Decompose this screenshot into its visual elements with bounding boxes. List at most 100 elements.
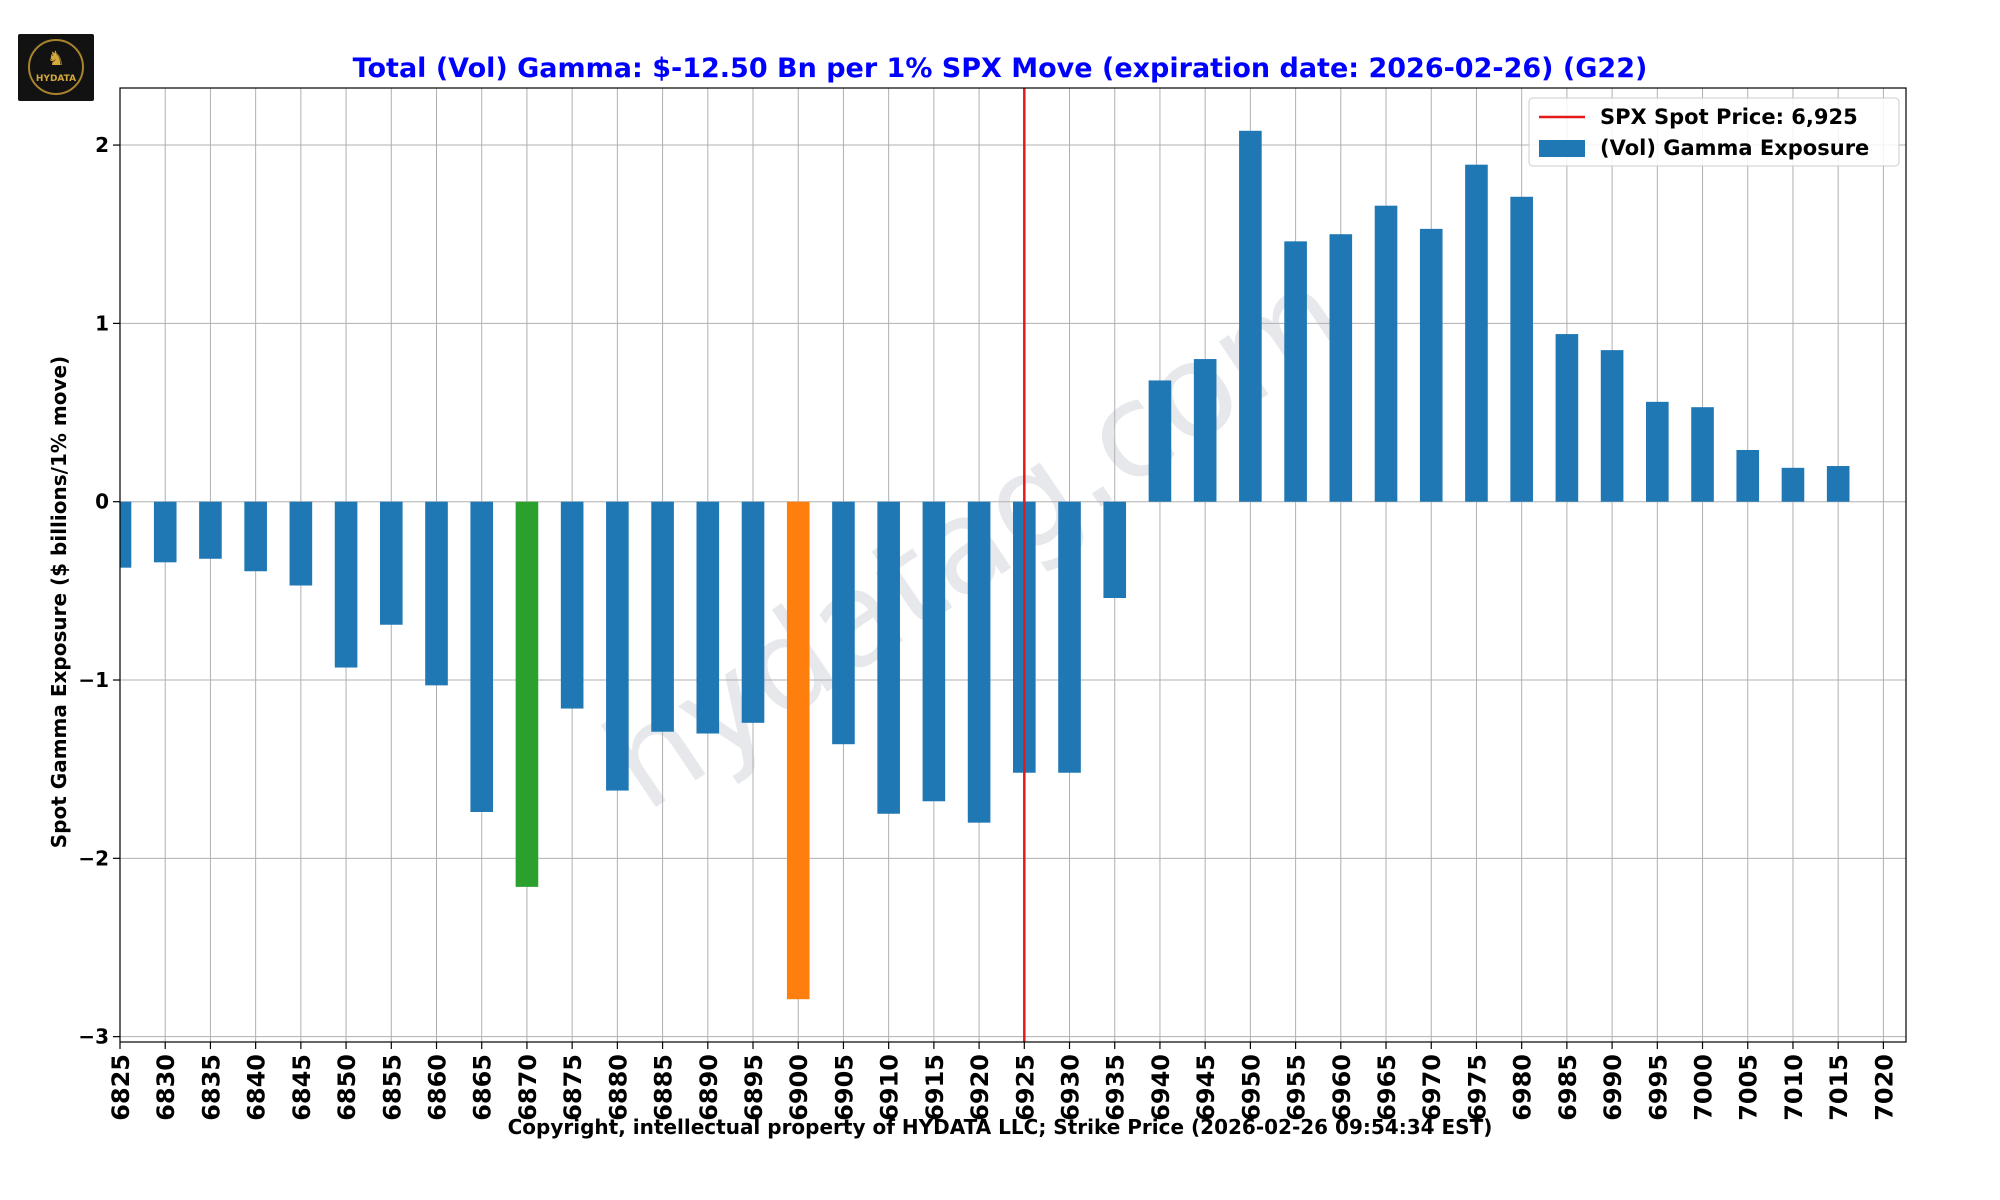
logo-ring: [28, 39, 84, 95]
x-tick-label: 6995: [1644, 1054, 1672, 1121]
x-tick-label: 6940: [1147, 1054, 1175, 1121]
y-tick-label: −3: [78, 1025, 109, 1049]
bar-6890: [696, 501, 720, 734]
x-tick-label: 7015: [1825, 1054, 1853, 1121]
x-tick-label: 6970: [1418, 1054, 1446, 1121]
x-tick-label: 6930: [1057, 1054, 1085, 1121]
x-tick-label: 6955: [1283, 1054, 1311, 1121]
y-tick-label: 0: [95, 490, 109, 514]
x-tick-label: 7010: [1780, 1054, 1808, 1121]
x-tick-label: 6885: [650, 1054, 678, 1121]
bar-6910: [877, 501, 900, 814]
bars: [120, 130, 1850, 1000]
bar-6870: [515, 501, 539, 887]
logo-text: HYDATA: [35, 74, 77, 84]
bar-7010: [1781, 467, 1805, 502]
bar-6920: [967, 501, 991, 823]
legend-label: SPX Spot Price: 6,925: [1600, 105, 1858, 129]
bar-7005: [1736, 449, 1760, 502]
bar-6845: [289, 501, 313, 586]
bar-7015: [1826, 466, 1850, 502]
x-tick-label: 6915: [921, 1054, 949, 1121]
bar-6830: [153, 501, 177, 563]
bar-6895: [741, 501, 765, 723]
bar-6825: [120, 501, 132, 568]
bar-6905: [832, 501, 855, 745]
x-axis-label: Copyright, intellectual property of HYDA…: [508, 1115, 1493, 1139]
x-axis: 6825 6830 6835 6840 6845 6850 6855 6860 6865 6870…: [107, 1042, 1898, 1121]
x-tick-label: 6835: [197, 1054, 225, 1121]
bar-7000: [1691, 407, 1714, 502]
x-tick-label: 6985: [1554, 1054, 1582, 1121]
y-axis-label: Spot Gamma Exposure ($ billions/1% move): [47, 356, 71, 848]
bar-6990: [1600, 350, 1624, 502]
legend-patch-swatch: [1539, 140, 1585, 157]
bar-6850: [334, 501, 358, 668]
y-tick-label: −1: [78, 668, 109, 692]
bar-6965: [1374, 205, 1398, 502]
y-tick-label: −2: [78, 846, 109, 870]
x-tick-label: 6905: [830, 1054, 858, 1121]
legend: SPX Spot Price: 6,925 (Vol) Gamma Exposur…: [1528, 97, 1900, 167]
x-tick-label: 6910: [876, 1054, 904, 1121]
x-tick-label: 6980: [1509, 1054, 1537, 1121]
x-tick-label: 6895: [740, 1054, 768, 1121]
bar-6950: [1239, 130, 1262, 502]
x-tick-label: 7000: [1690, 1054, 1718, 1121]
x-tick-label: 6825: [107, 1054, 135, 1121]
bar-6970: [1419, 228, 1443, 502]
x-tick-label: 6865: [469, 1054, 497, 1121]
x-tick-label: 6860: [424, 1054, 452, 1121]
bar-6860: [425, 501, 448, 686]
bar-6880: [606, 501, 629, 791]
x-tick-label: 6975: [1463, 1054, 1491, 1121]
x-tick-label: 6990: [1599, 1054, 1627, 1121]
x-tick-label: 7005: [1735, 1054, 1763, 1121]
legend-label: (Vol) Gamma Exposure: [1600, 136, 1869, 160]
bar-6900: [786, 501, 810, 1000]
bar-6935: [1103, 501, 1127, 598]
bar-6945: [1193, 359, 1217, 502]
x-tick-label: 6965: [1373, 1054, 1401, 1121]
y-axis: −3 −2 −1 0 1 2: [78, 133, 120, 1049]
x-tick-label: 6840: [243, 1054, 271, 1121]
bar-6875: [560, 501, 584, 709]
bar-6955: [1284, 241, 1307, 502]
bar-6855: [379, 501, 403, 625]
x-tick-label: 6855: [378, 1054, 406, 1121]
bar-6865: [470, 501, 494, 812]
x-tick-label: 6925: [1011, 1054, 1039, 1121]
chart-title: Total (Vol) Gamma: $-12.50 Bn per 1% SPX…: [353, 53, 1648, 84]
x-tick-label: 6950: [1237, 1054, 1265, 1121]
x-tick-label: 6845: [288, 1054, 316, 1121]
bar-6980: [1510, 196, 1533, 502]
bar-6995: [1646, 401, 1669, 502]
bar-6940: [1148, 380, 1172, 502]
x-tick-label: 6830: [152, 1054, 180, 1121]
bar-6840: [244, 501, 267, 572]
hydata-logo: ♞ HYDATA: [18, 34, 94, 101]
x-tick-label: 6920: [966, 1054, 994, 1121]
bar-6960: [1329, 234, 1353, 502]
x-tick-label: 6850: [333, 1054, 361, 1121]
x-tick-label: 6880: [604, 1054, 632, 1121]
x-tick-label: 6945: [1192, 1054, 1220, 1121]
bar-6985: [1555, 334, 1579, 502]
x-tick-label: 6890: [695, 1054, 723, 1121]
y-tick-label: 2: [95, 133, 109, 157]
bar-6885: [651, 501, 674, 732]
y-tick-label: 1: [95, 311, 109, 335]
x-tick-label: 6875: [559, 1054, 587, 1121]
legend-box: [1528, 97, 1900, 167]
bar-6975: [1465, 164, 1488, 502]
bar-6835: [199, 501, 222, 559]
bar-6930: [1058, 501, 1081, 773]
x-tick-label: 6935: [1102, 1054, 1130, 1121]
x-tick-label: 6870: [514, 1054, 542, 1121]
plot-frame: [119, 87, 1907, 1043]
x-tick-label: 7020: [1870, 1054, 1898, 1121]
hydata-logo-icon: ♞: [47, 46, 65, 70]
x-tick-label: 6960: [1328, 1054, 1356, 1121]
bar-6915: [922, 501, 946, 802]
